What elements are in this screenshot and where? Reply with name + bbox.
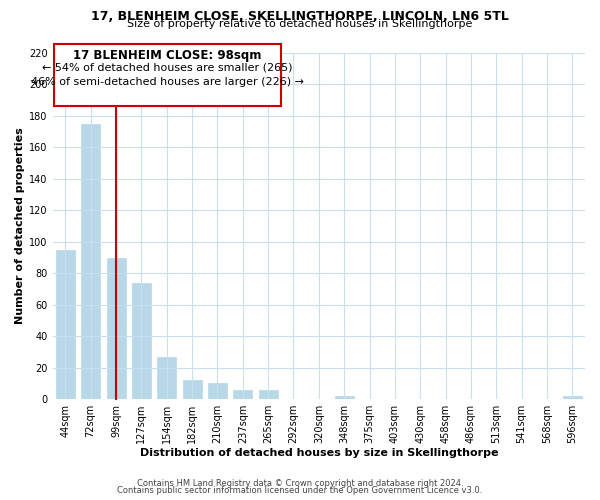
Text: Contains HM Land Registry data © Crown copyright and database right 2024.: Contains HM Land Registry data © Crown c… — [137, 478, 463, 488]
Text: 46% of semi-detached houses are larger (226) →: 46% of semi-detached houses are larger (… — [31, 76, 304, 86]
Text: 17 BLENHEIM CLOSE: 98sqm: 17 BLENHEIM CLOSE: 98sqm — [73, 49, 262, 62]
Bar — [233, 390, 252, 399]
Bar — [259, 390, 278, 399]
Bar — [563, 396, 582, 399]
Bar — [335, 396, 353, 399]
Text: 17, BLENHEIM CLOSE, SKELLINGTHORPE, LINCOLN, LN6 5TL: 17, BLENHEIM CLOSE, SKELLINGTHORPE, LINC… — [91, 10, 509, 23]
FancyBboxPatch shape — [55, 44, 281, 106]
X-axis label: Distribution of detached houses by size in Skellingthorpe: Distribution of detached houses by size … — [140, 448, 498, 458]
Bar — [56, 250, 75, 399]
Bar — [208, 384, 227, 399]
Text: ← 54% of detached houses are smaller (265): ← 54% of detached houses are smaller (26… — [43, 62, 293, 72]
Bar — [157, 356, 176, 399]
Bar — [107, 258, 125, 399]
Bar — [182, 380, 202, 399]
Y-axis label: Number of detached properties: Number of detached properties — [15, 128, 25, 324]
Text: Contains public sector information licensed under the Open Government Licence v3: Contains public sector information licen… — [118, 486, 482, 495]
Bar — [81, 124, 100, 399]
Text: Size of property relative to detached houses in Skellingthorpe: Size of property relative to detached ho… — [127, 19, 473, 29]
Bar — [132, 282, 151, 399]
